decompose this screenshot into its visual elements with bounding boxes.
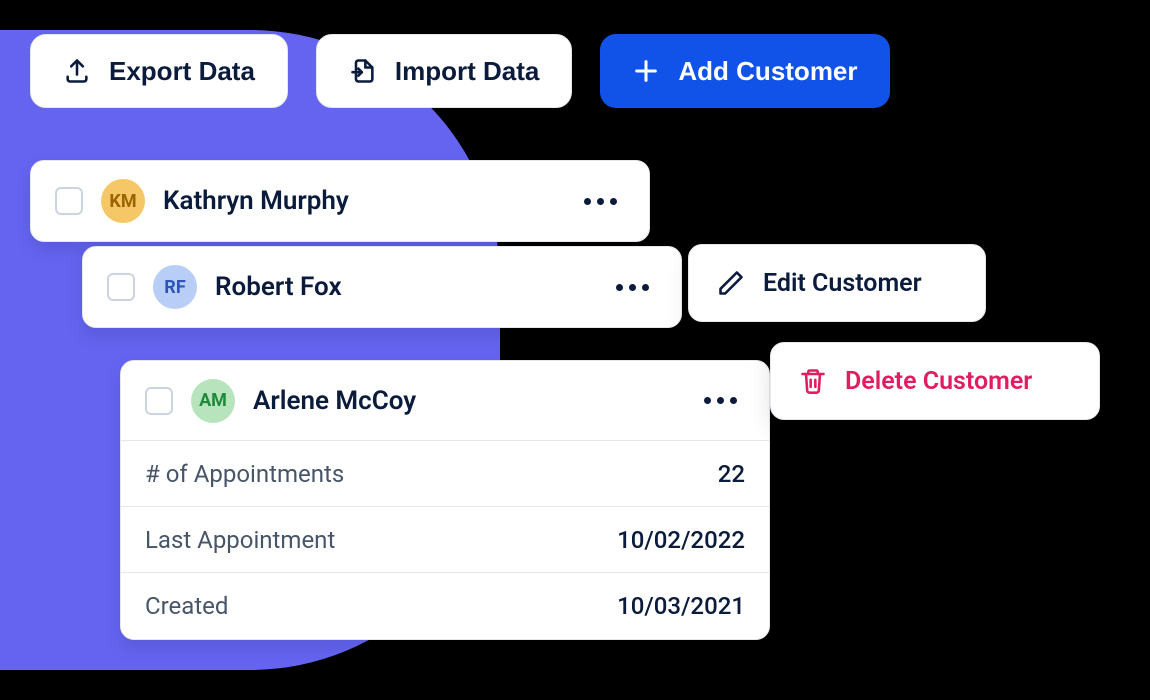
detail-label: Created — [145, 592, 228, 620]
file-import-icon — [349, 57, 377, 85]
customer-card: RF Robert Fox — [82, 246, 682, 328]
export-label: Export Data — [109, 56, 255, 87]
delete-customer-menu-item[interactable]: Delete Customer — [770, 342, 1100, 420]
toolbar: Export Data Import Data Add Customer — [30, 34, 890, 108]
row-checkbox[interactable] — [107, 273, 135, 301]
avatar: KM — [101, 179, 145, 223]
detail-row-last-appointment: Last Appointment 10/02/2022 — [121, 507, 769, 573]
customer-card-expanded: AM Arlene McCoy # of Appointments 22 Las… — [120, 360, 770, 640]
customer-row[interactable]: KM Kathryn Murphy — [31, 161, 649, 241]
more-icon[interactable] — [608, 276, 657, 299]
more-icon[interactable] — [696, 389, 745, 412]
detail-value: 10/03/2021 — [617, 592, 745, 620]
customer-row[interactable]: AM Arlene McCoy — [121, 361, 769, 441]
plus-icon — [632, 57, 660, 85]
detail-label: # of Appointments — [145, 460, 344, 488]
customer-name: Kathryn Murphy — [163, 186, 558, 216]
avatar: RF — [153, 265, 197, 309]
upload-icon — [63, 57, 91, 85]
edit-customer-menu-item[interactable]: Edit Customer — [688, 244, 986, 322]
detail-value: 10/02/2022 — [617, 526, 745, 554]
trash-icon — [799, 367, 827, 395]
add-label: Add Customer — [678, 56, 857, 87]
add-customer-button[interactable]: Add Customer — [600, 34, 889, 108]
customer-name: Robert Fox — [215, 272, 590, 302]
more-icon[interactable] — [576, 190, 625, 213]
export-data-button[interactable]: Export Data — [30, 34, 288, 108]
row-checkbox[interactable] — [145, 387, 173, 415]
customer-name: Arlene McCoy — [253, 386, 678, 416]
import-label: Import Data — [395, 56, 539, 87]
menu-label: Delete Customer — [845, 367, 1032, 396]
detail-row-appointments: # of Appointments 22 — [121, 441, 769, 507]
customer-card: KM Kathryn Murphy — [30, 160, 650, 242]
avatar: AM — [191, 379, 235, 423]
detail-label: Last Appointment — [145, 526, 335, 554]
detail-row-created: Created 10/03/2021 — [121, 573, 769, 639]
customer-row[interactable]: RF Robert Fox — [83, 247, 681, 327]
import-data-button[interactable]: Import Data — [316, 34, 572, 108]
menu-label: Edit Customer — [763, 269, 922, 298]
pencil-icon — [717, 269, 745, 297]
row-checkbox[interactable] — [55, 187, 83, 215]
detail-value: 22 — [718, 460, 745, 488]
